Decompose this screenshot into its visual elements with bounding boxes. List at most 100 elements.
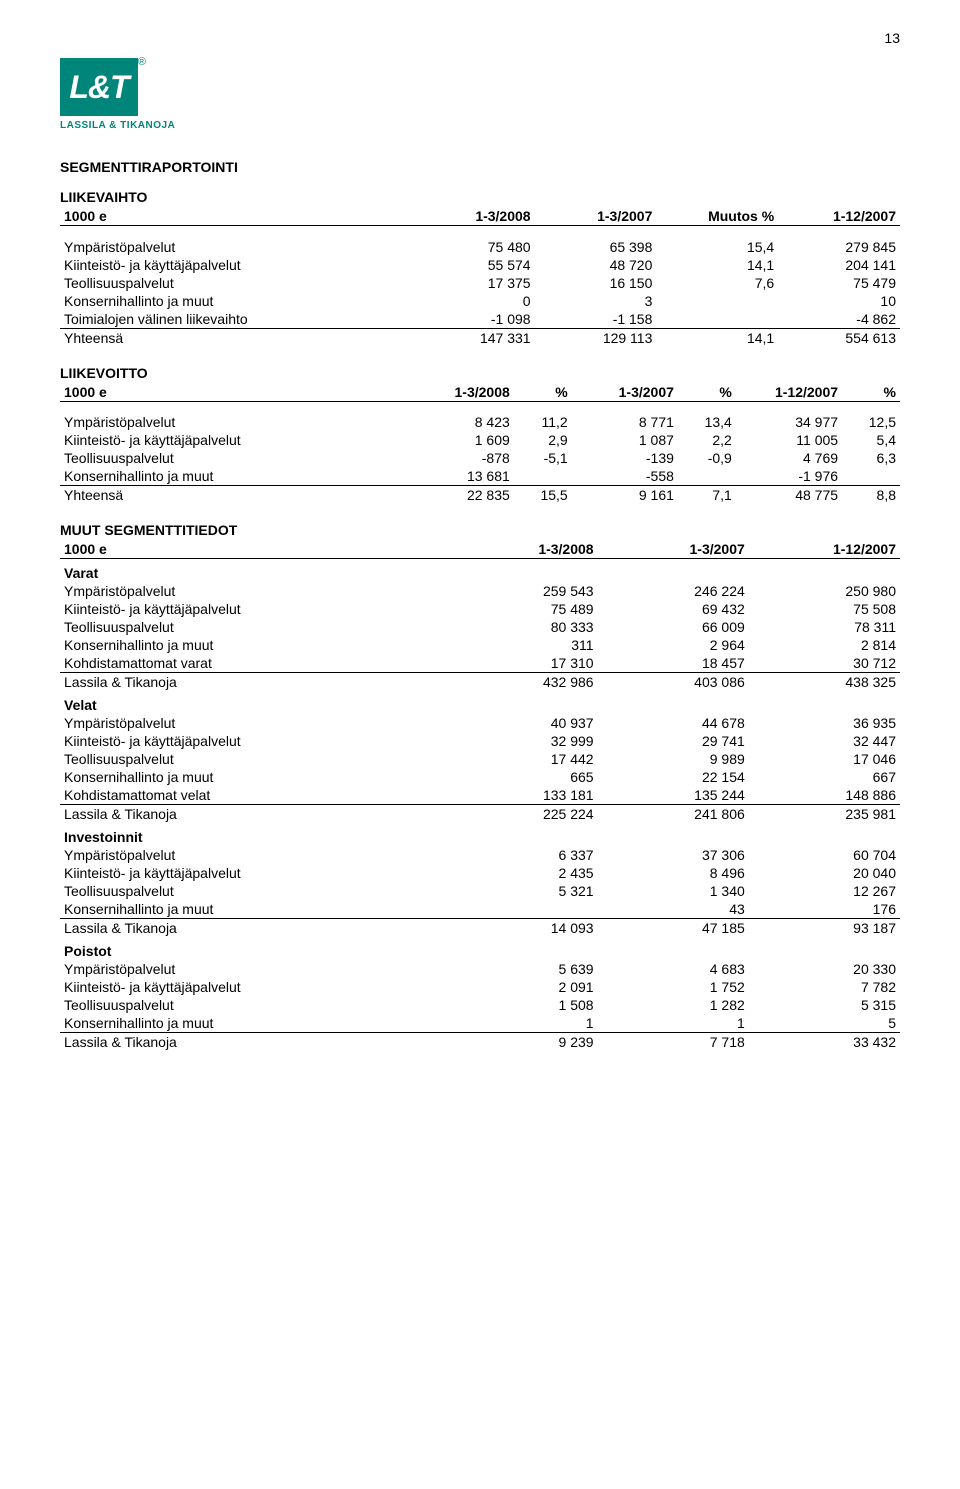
cell: 9 239: [446, 1033, 597, 1052]
table-row: Konsernihallinto ja muut3112 9642 814: [60, 636, 900, 654]
row-label: Teollisuuspalvelut: [60, 449, 408, 467]
cell: [656, 292, 778, 310]
col-h: %: [514, 383, 572, 402]
total-row: Lassila & Tikanoja9 2397 71833 432: [60, 1033, 900, 1052]
table-row: Konsernihallinto ja muut66522 154667: [60, 768, 900, 786]
cell: 20 330: [749, 960, 900, 978]
table-row: Kiinteistö- ja käyttäjäpalvelut2 0911 75…: [60, 978, 900, 996]
col-h: 1-12/2007: [736, 383, 842, 402]
row-label: Kiinteistö- ja käyttäjäpalvelut: [60, 431, 408, 449]
table-row: Teollisuuspalvelut1 5081 2825 315: [60, 996, 900, 1014]
cell: -4 862: [778, 310, 900, 329]
cell: [678, 467, 736, 486]
row-label: Ympäristöpalvelut: [60, 238, 413, 256]
cell: 403 086: [598, 673, 749, 692]
row-label: Konsernihallinto ja muut: [60, 467, 408, 486]
cell: 29 741: [598, 732, 749, 750]
row-label: Kiinteistö- ja käyttäjäpalvelut: [60, 600, 446, 618]
cell: -1 976: [736, 467, 842, 486]
cell: 12 267: [749, 882, 900, 900]
liikevaihto-table: 1000 e 1-3/2008 1-3/2007 Muutos % 1-12/2…: [60, 207, 900, 347]
cell: 47 185: [598, 919, 749, 938]
row-label: Teollisuuspalvelut: [60, 996, 446, 1014]
table-row: Konsernihallinto ja muut115: [60, 1014, 900, 1033]
cell: 246 224: [598, 582, 749, 600]
row-label: Ympäristöpalvelut: [60, 714, 446, 732]
brand-logo: L&T ® LASSILA & TIKANOJA: [60, 58, 900, 131]
cell: [446, 900, 597, 919]
col-h: 1-3/2008: [446, 540, 597, 559]
cell: 22 835: [408, 486, 514, 505]
cell: 4 769: [736, 449, 842, 467]
col-h: 1-3/2008: [408, 383, 514, 402]
cell: 250 980: [749, 582, 900, 600]
cell: -1 098: [413, 310, 535, 329]
cell: 93 187: [749, 919, 900, 938]
cell: 7,1: [678, 486, 736, 505]
total-row: Lassila & Tikanoja432 986403 086438 325: [60, 673, 900, 692]
cell: 60 704: [749, 846, 900, 864]
cell: 225 224: [446, 805, 597, 824]
col-h: 1-3/2008: [413, 207, 535, 226]
group-title: Poistot: [60, 937, 900, 960]
table-row: Teollisuuspalvelut17 37516 1507,675 479: [60, 274, 900, 292]
row-label: Kohdistamattomat varat: [60, 654, 446, 673]
cell: 0: [413, 292, 535, 310]
logo-subtitle: LASSILA & TIKANOJA: [60, 120, 900, 131]
col-h: %: [842, 383, 900, 402]
section-muut-title: MUUT SEGMENTTITIEDOT: [60, 522, 900, 538]
cell: 1 752: [598, 978, 749, 996]
cell: 7,6: [656, 274, 778, 292]
cell: 6,3: [842, 449, 900, 467]
row-label: Teollisuuspalvelut: [60, 882, 446, 900]
col-h: %: [678, 383, 736, 402]
cell: 10: [778, 292, 900, 310]
cell: 1 508: [446, 996, 597, 1014]
table-row: Konsernihallinto ja muut43176: [60, 900, 900, 919]
cell: 5: [749, 1014, 900, 1033]
cell: 2,2: [678, 431, 736, 449]
row-label: Kiinteistö- ja käyttäjäpalvelut: [60, 978, 446, 996]
cell: 55 574: [413, 256, 535, 274]
table-row: Konsernihallinto ja muut0310: [60, 292, 900, 310]
table-row: Kiinteistö- ja käyttäjäpalvelut55 57448 …: [60, 256, 900, 274]
cell: 65 398: [535, 238, 657, 256]
cell: 15,4: [656, 238, 778, 256]
page-number: 13: [60, 30, 900, 46]
cell: 78 311: [749, 618, 900, 636]
table-row: Kiinteistö- ja käyttäjäpalvelut1 6092,91…: [60, 431, 900, 449]
cell: 133 181: [446, 786, 597, 805]
cell: 241 806: [598, 805, 749, 824]
cell: 66 009: [598, 618, 749, 636]
cell: 147 331: [413, 328, 535, 347]
row-label: Toimialojen välinen liikevaihto: [60, 310, 413, 329]
cell: 8,8: [842, 486, 900, 505]
cell: 5,4: [842, 431, 900, 449]
row-label: Lassila & Tikanoja: [60, 673, 446, 692]
table-row: Teollisuuspalvelut-878-5,1-139-0,94 7696…: [60, 449, 900, 467]
cell: 17 442: [446, 750, 597, 768]
cell: 135 244: [598, 786, 749, 805]
cell: 15,5: [514, 486, 572, 505]
table-row: Ympäristöpalvelut5 6394 68320 330: [60, 960, 900, 978]
cell: 17 375: [413, 274, 535, 292]
cell: 75 479: [778, 274, 900, 292]
cell: 13 681: [408, 467, 514, 486]
cell: [842, 467, 900, 486]
cell: 8 771: [572, 413, 678, 431]
row-label: Kiinteistö- ja käyttäjäpalvelut: [60, 732, 446, 750]
cell: 259 543: [446, 582, 597, 600]
cell: 75 489: [446, 600, 597, 618]
row-label: Yhteensä: [60, 486, 408, 505]
table-row: Kiinteistö- ja käyttäjäpalvelut2 4358 49…: [60, 864, 900, 882]
cell: 1 282: [598, 996, 749, 1014]
cell: 18 457: [598, 654, 749, 673]
row-label: Teollisuuspalvelut: [60, 618, 446, 636]
col-h: Muutos %: [656, 207, 778, 226]
cell: 14,1: [656, 328, 778, 347]
cell: 6 337: [446, 846, 597, 864]
cell: 33 432: [749, 1033, 900, 1052]
col-h: 1-3/2007: [572, 383, 678, 402]
cell: 32 447: [749, 732, 900, 750]
cell: 4 683: [598, 960, 749, 978]
